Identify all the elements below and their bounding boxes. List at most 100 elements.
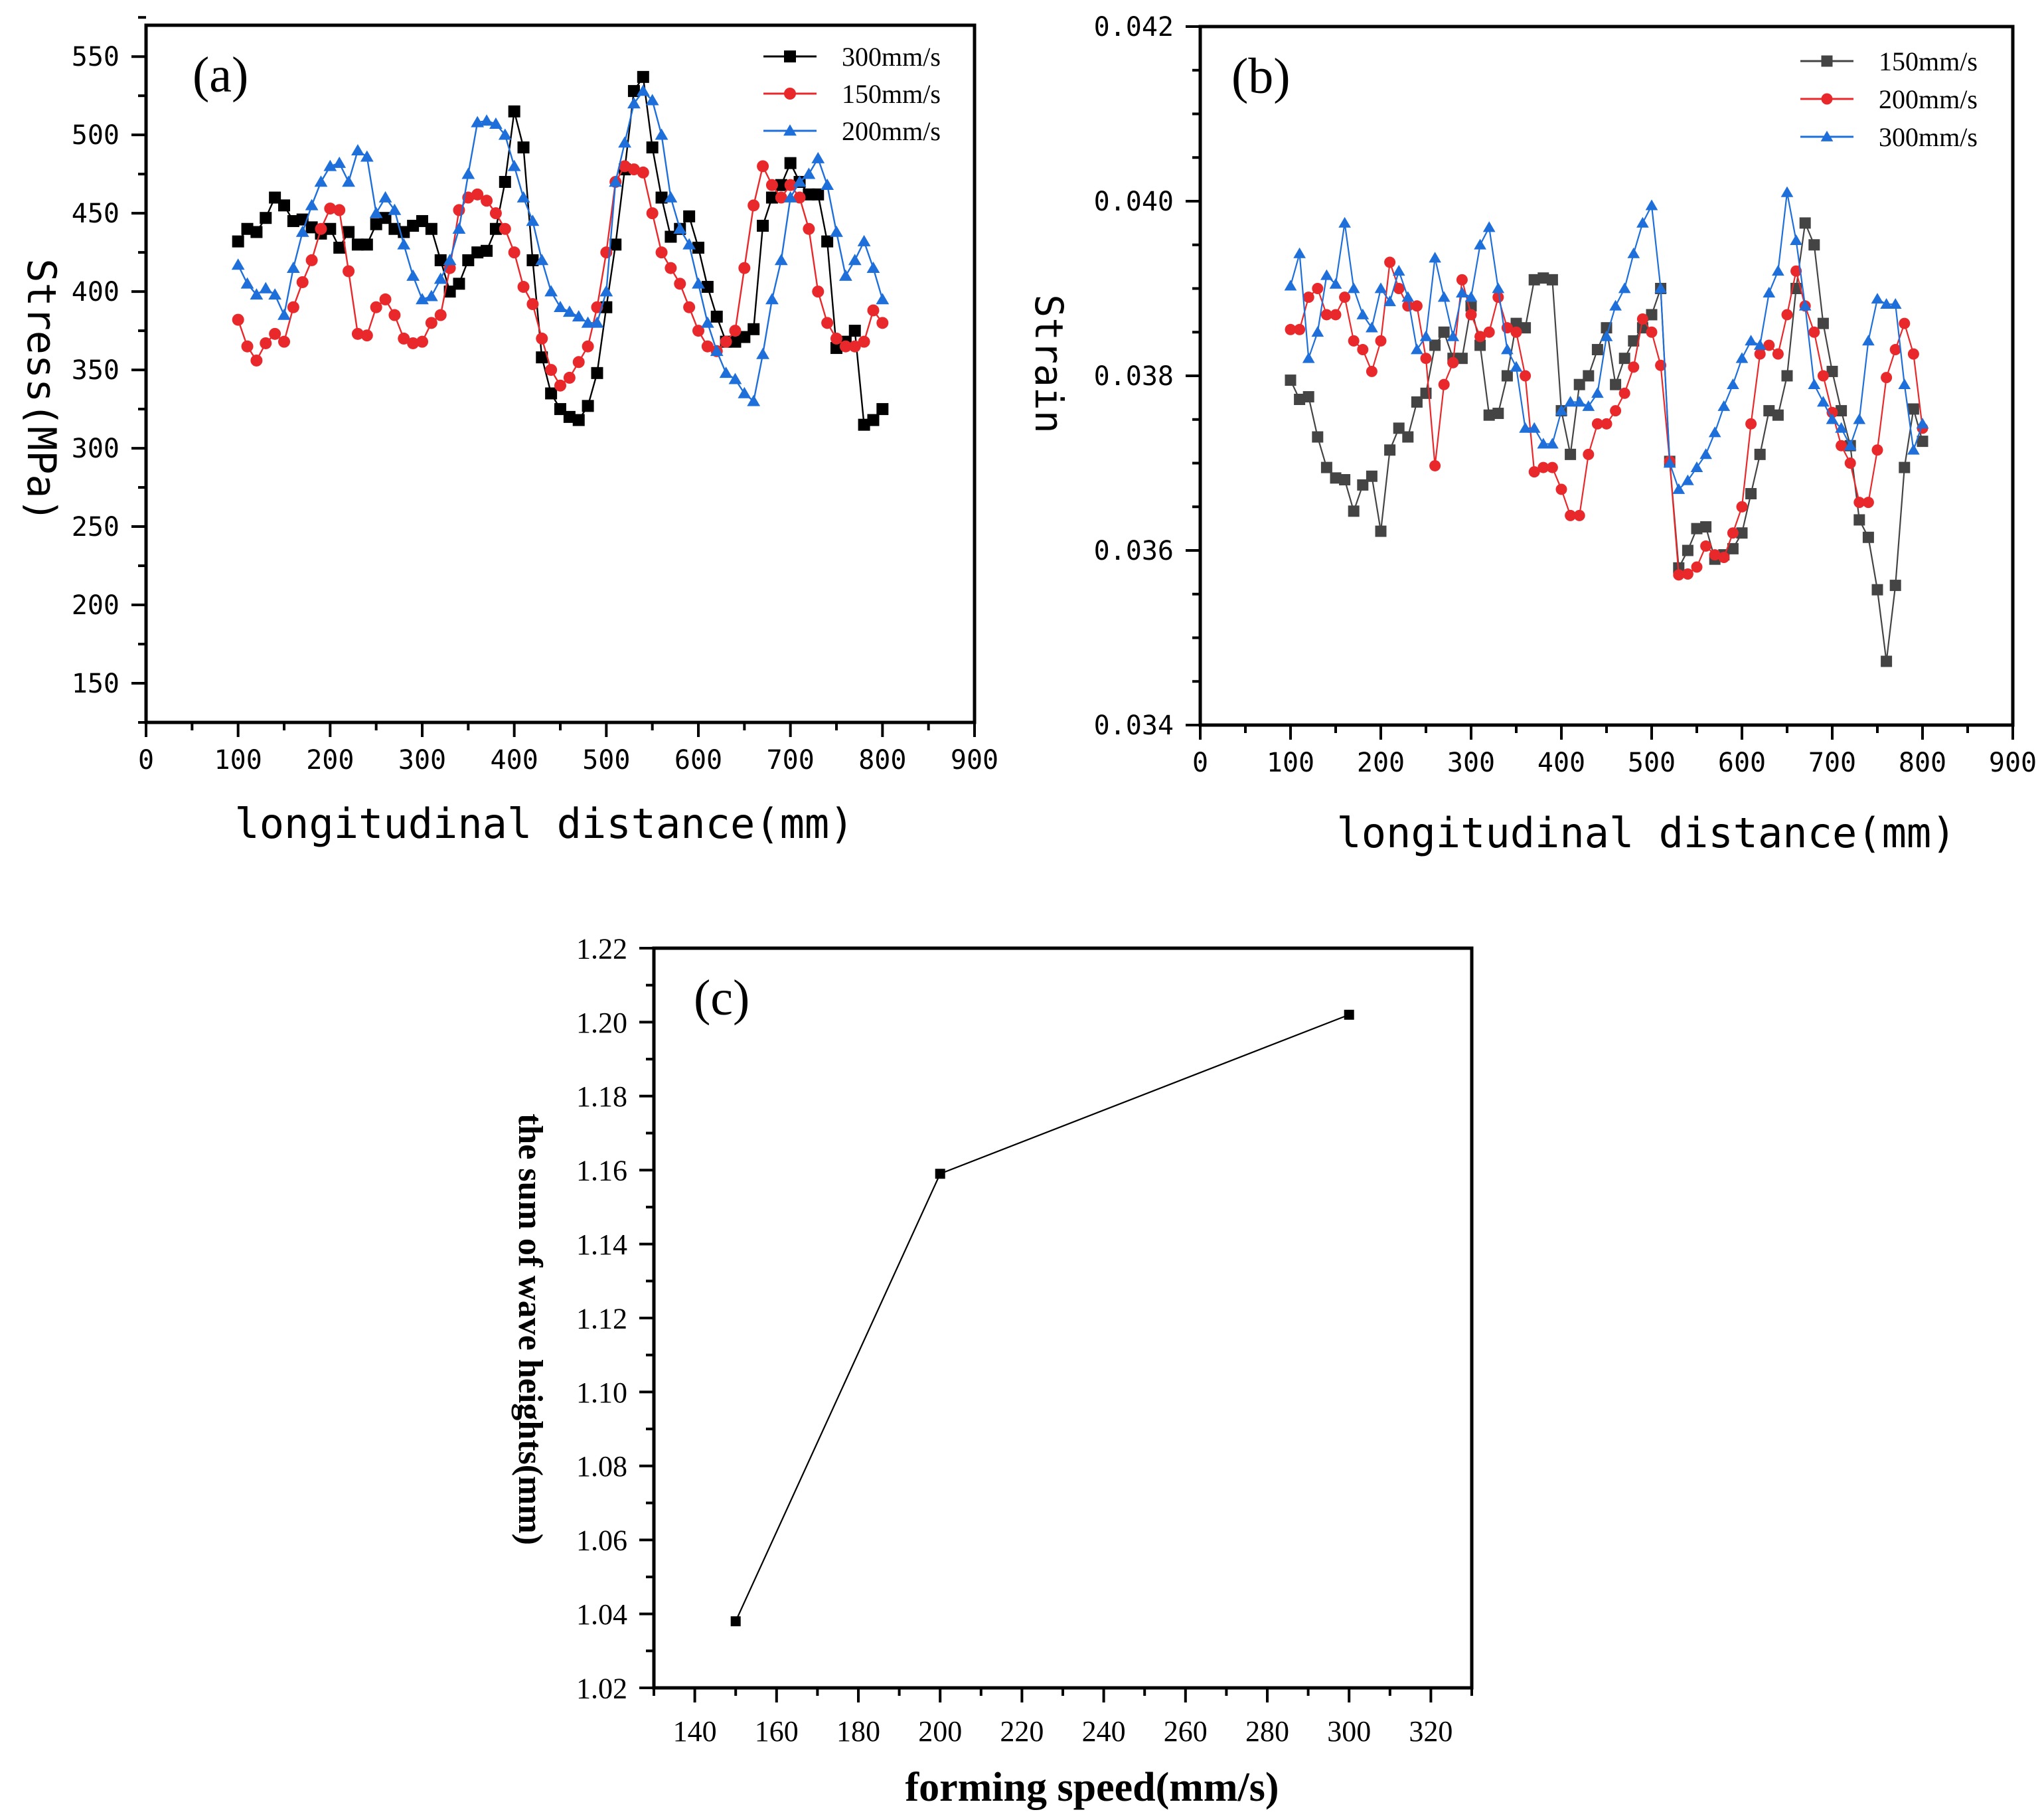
data-point [935, 1169, 945, 1179]
legend-label: 200mm/s [842, 116, 941, 146]
series-150mm/s [1285, 217, 1928, 667]
data-point [858, 418, 870, 431]
y-tick-label: 350 [72, 355, 119, 386]
x-tick-label: 700 [767, 745, 815, 776]
data-point [1320, 309, 1332, 321]
data-point [599, 285, 613, 297]
data-point [627, 163, 640, 176]
y-tick-label: 1.12 [576, 1302, 627, 1335]
data-point [1447, 357, 1459, 369]
data-point [1492, 282, 1505, 293]
data-point [1302, 391, 1314, 403]
data-point [821, 235, 834, 248]
data-point [839, 340, 852, 353]
data-point [370, 218, 382, 230]
x-axis-label: longitudinal distance(mm) [1336, 809, 1956, 857]
data-point [867, 304, 880, 317]
x-tick-label: 0 [138, 745, 154, 776]
data-point [1655, 359, 1667, 371]
data-point [1537, 438, 1550, 449]
data-point [1339, 291, 1351, 303]
y-axis-label: Stress(MPa) [18, 258, 64, 522]
data-point [1344, 1009, 1354, 1020]
data-point [443, 254, 457, 266]
data-point [793, 175, 807, 187]
data-point [545, 364, 558, 376]
data-point [1591, 387, 1604, 398]
data-point [1691, 561, 1703, 573]
data-point [260, 337, 272, 349]
data-point [1682, 474, 1694, 485]
data-point [323, 159, 337, 171]
data-point [765, 293, 779, 305]
data-point [1853, 497, 1865, 509]
data-point [250, 354, 263, 367]
x-tick-label: 280 [1245, 1715, 1289, 1748]
x-axis-label: forming speed(mm/s) [905, 1765, 1279, 1810]
y-tick-label: 400 [72, 277, 119, 307]
data-point [1338, 216, 1351, 228]
data-point [857, 234, 871, 246]
data-point [738, 386, 751, 398]
data-point [1294, 394, 1306, 406]
data-point [305, 254, 318, 266]
data-point [1302, 291, 1314, 303]
data-point [1862, 531, 1874, 543]
data-point [1700, 540, 1712, 552]
x-tick-label: 300 [398, 745, 446, 776]
legend-label: 150mm/s [1879, 46, 1978, 76]
data-point [1862, 497, 1874, 509]
data-point [1474, 238, 1486, 250]
x-tick-label: 0 [1192, 748, 1208, 778]
data-point [572, 356, 585, 369]
data-point [783, 191, 797, 203]
x-tick-label: 600 [1718, 748, 1766, 778]
data-point [618, 136, 631, 148]
data-point [645, 94, 659, 106]
data-point [351, 238, 364, 251]
x-tick-label: 180 [836, 1715, 880, 1748]
data-point [554, 300, 567, 313]
data-point [1565, 448, 1577, 460]
data-point [848, 254, 862, 266]
data-point [452, 222, 466, 234]
data-point [692, 325, 704, 337]
data-point [1492, 408, 1504, 420]
data-point [1808, 239, 1820, 251]
data-point [461, 167, 475, 179]
data-point [398, 332, 410, 345]
data-point [1871, 584, 1883, 596]
y-tick-label: 1.04 [576, 1598, 627, 1631]
data-point [1501, 370, 1513, 382]
data-point [729, 335, 742, 348]
data-point [379, 293, 392, 305]
data-point [425, 222, 437, 235]
data-point [508, 246, 520, 259]
data-point [1763, 339, 1775, 351]
data-point [416, 335, 428, 348]
data-point [333, 242, 346, 254]
data-point [471, 188, 484, 201]
data-point [609, 238, 622, 251]
data-point [830, 332, 842, 345]
data-point [416, 293, 429, 305]
data-point [333, 156, 347, 168]
data-point [1302, 352, 1315, 363]
data-point [1483, 409, 1495, 421]
data-point [1520, 370, 1532, 382]
data-point [1429, 339, 1441, 351]
data-point [1917, 436, 1928, 448]
data-point [1510, 361, 1523, 372]
data-point [1826, 413, 1839, 424]
data-point [665, 262, 677, 274]
data-point [1609, 299, 1622, 311]
data-point [351, 327, 364, 340]
data-point [1510, 317, 1522, 329]
data-point [1907, 403, 1919, 415]
data-point [1790, 265, 1802, 277]
data-point [1709, 549, 1721, 561]
data-point [1790, 234, 1802, 246]
x-tick-label: 500 [1628, 748, 1676, 778]
y-tick-label: 200 [72, 590, 119, 621]
